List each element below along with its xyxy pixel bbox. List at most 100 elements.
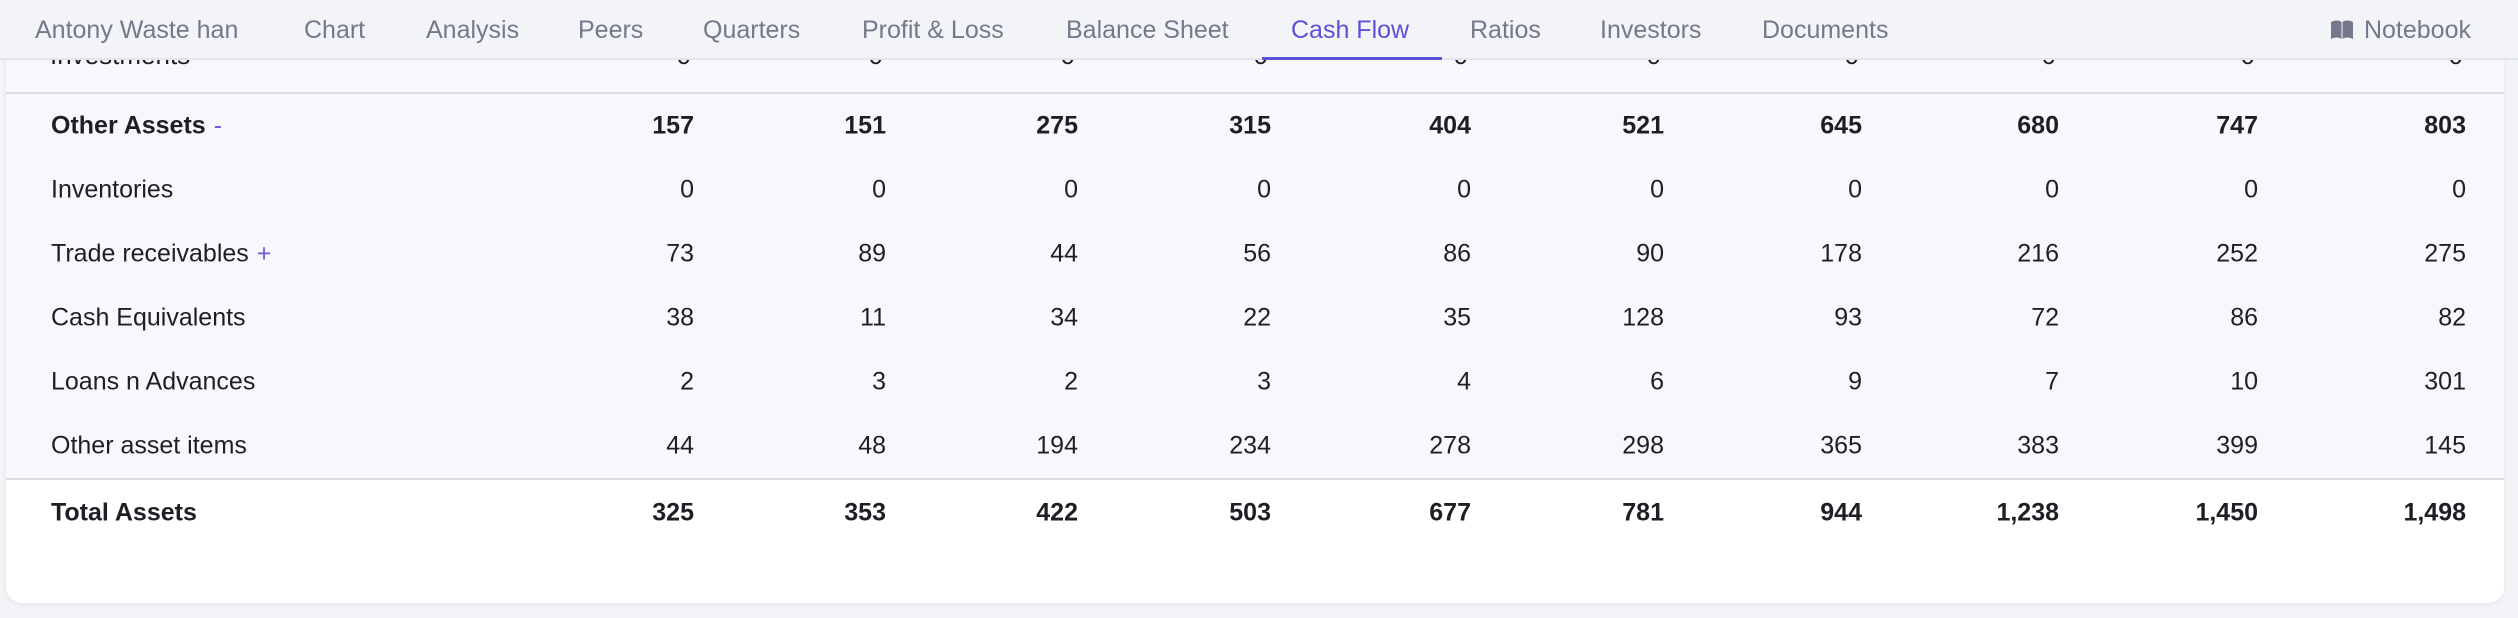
- table-cell: 6: [1650, 367, 1664, 396]
- table-cell: 944: [1820, 498, 1862, 527]
- table-cell: 1,450: [2195, 498, 2258, 527]
- table-row-inventories: Inventories 0 0 0 0 0 0 0 0 0 0: [6, 158, 2504, 222]
- table-cell: 315: [1229, 111, 1271, 140]
- table-row-total-assets: Total Assets 325 353 422 503 677 781 944…: [6, 480, 2504, 546]
- table-cell: 325: [652, 498, 694, 527]
- table-cell: 383: [2017, 431, 2059, 460]
- nav-quarters[interactable]: Quarters: [703, 16, 801, 44]
- book-icon: [2330, 20, 2353, 39]
- nav-profit-loss[interactable]: Profit & Loss: [862, 16, 1004, 44]
- table-cell: 1,498: [2403, 498, 2466, 527]
- table-cell: 128: [1622, 303, 1664, 332]
- table-cell: 521: [1622, 111, 1664, 140]
- table-row-cash-equivalents: Cash Equivalents 38 11 34 22 35 128 93 7…: [6, 286, 2504, 350]
- table-cell: 34: [1050, 303, 1078, 332]
- table-cell: 216: [2017, 239, 2059, 268]
- table-cell: 404: [1429, 111, 1471, 140]
- table-cell: 145: [2424, 431, 2466, 460]
- table-cell: 275: [1036, 111, 1078, 140]
- table-cell: 86: [1443, 239, 1471, 268]
- table-cell: 503: [1229, 498, 1271, 527]
- table-cell: 252: [2216, 239, 2258, 268]
- nav-documents[interactable]: Documents: [1762, 16, 1889, 44]
- notebook-button[interactable]: Notebook: [2330, 0, 2471, 60]
- nav-balance-sheet[interactable]: Balance Sheet: [1066, 16, 1229, 44]
- table-cell: 803: [2424, 111, 2466, 140]
- table-cell: 645: [1820, 111, 1862, 140]
- table-cell: 234: [1229, 431, 1271, 460]
- table-cell: 0: [1257, 175, 1271, 204]
- table-cell: 353: [844, 498, 886, 527]
- table-cell: 35: [1443, 303, 1471, 332]
- table-cell: 2: [680, 367, 694, 396]
- table-cell: 157: [652, 111, 694, 140]
- table-cell: 0: [2244, 175, 2258, 204]
- nav-cash-flow[interactable]: Cash Flow: [1291, 16, 1410, 44]
- table-cell: 399: [2216, 431, 2258, 460]
- table-cell: 86: [2230, 303, 2258, 332]
- table-cell: 72: [2031, 303, 2059, 332]
- table-cell: 747: [2216, 111, 2258, 140]
- row-label: Loans n Advances: [51, 367, 256, 396]
- row-label: Other Assets -: [51, 111, 223, 140]
- table-cell: 9: [1848, 367, 1862, 396]
- table-cell: 422: [1036, 498, 1078, 527]
- table-cell: 278: [1429, 431, 1471, 460]
- table-cell: 38: [666, 303, 694, 332]
- table-cell: 89: [858, 239, 886, 268]
- table-cell: 10: [2230, 367, 2258, 396]
- table-cell: 178: [1820, 239, 1862, 268]
- row-label: Inventories: [51, 175, 174, 204]
- table-cell: 0: [2452, 175, 2466, 204]
- row-divider: [6, 478, 2504, 480]
- table-cell: 48: [858, 431, 886, 460]
- row-divider: [6, 92, 2504, 94]
- table-row-trade-receivables[interactable]: Trade receivables + 73 89 44 56 86 90 178…: [6, 222, 2504, 286]
- row-label: Other asset items: [51, 431, 247, 460]
- row-label: Trade receivables +: [51, 239, 272, 268]
- table-cell: 0: [1457, 175, 1471, 204]
- table-cell: 0: [2045, 175, 2059, 204]
- table-cell: 0: [872, 175, 886, 204]
- table-cell: 0: [680, 175, 694, 204]
- table-row-loans-n-advances: Loans n Advances 2 3 2 3 4 6 9 7 10 301: [6, 350, 2504, 414]
- table-cell: 7: [2045, 367, 2059, 396]
- notebook-label: Notebook: [2363, 16, 2471, 44]
- table-cell: 56: [1243, 239, 1271, 268]
- nav-analysis[interactable]: Analysis: [426, 16, 520, 44]
- table-cell: 82: [2438, 303, 2466, 332]
- table-cell: 4: [1457, 367, 1471, 396]
- table-cell: 3: [1257, 367, 1271, 396]
- table-cell: 781: [1622, 498, 1664, 527]
- table-cell: 2: [1064, 367, 1078, 396]
- table-cell: 275: [2424, 239, 2466, 268]
- table-row-other-asset-items: Other asset items 44 48 194 234 278 298 …: [6, 414, 2504, 478]
- nav-chart[interactable]: Chart: [304, 16, 366, 44]
- table-cell: 365: [1820, 431, 1862, 460]
- table-cell: 677: [1429, 498, 1471, 527]
- balance-sheet-table: Investments 0 0 0 0 0 0 0 0 0 0 Other As…: [6, 0, 2504, 603]
- row-label: Cash Equivalents: [51, 303, 246, 332]
- table-cell: 0: [1064, 175, 1078, 204]
- nav-company-name[interactable]: Antony Waste han: [35, 16, 239, 44]
- table-cell: 90: [1636, 239, 1664, 268]
- nav-ratios[interactable]: Ratios: [1470, 16, 1541, 44]
- expand-toggle[interactable]: +: [256, 239, 272, 268]
- nav-investors[interactable]: Investors: [1600, 16, 1702, 44]
- table-cell: 1,238: [1996, 498, 2059, 527]
- nav-peers[interactable]: Peers: [578, 16, 644, 44]
- collapse-toggle[interactable]: -: [213, 111, 223, 140]
- table-row-other-assets[interactable]: Other Assets - 157 151 275 315 404 521 64…: [6, 94, 2504, 158]
- table-cell: 194: [1036, 431, 1078, 460]
- table-cell: 93: [1834, 303, 1862, 332]
- table-cell: 44: [666, 431, 694, 460]
- table-cell: 73: [666, 239, 694, 268]
- section-nav: Antony Waste han Chart Analysis Peers Qu…: [0, 0, 2518, 60]
- table-cell: 151: [844, 111, 886, 140]
- row-label: Total Assets: [51, 498, 197, 527]
- table-cell: 44: [1050, 239, 1078, 268]
- table-cell: 0: [1848, 175, 1862, 204]
- active-tab-indicator: [1262, 57, 1442, 60]
- table-cell: 298: [1622, 431, 1664, 460]
